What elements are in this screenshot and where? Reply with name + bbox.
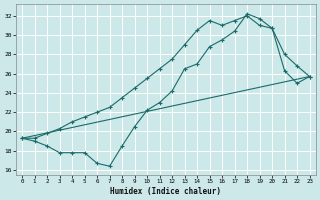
X-axis label: Humidex (Indice chaleur): Humidex (Indice chaleur) <box>110 187 221 196</box>
